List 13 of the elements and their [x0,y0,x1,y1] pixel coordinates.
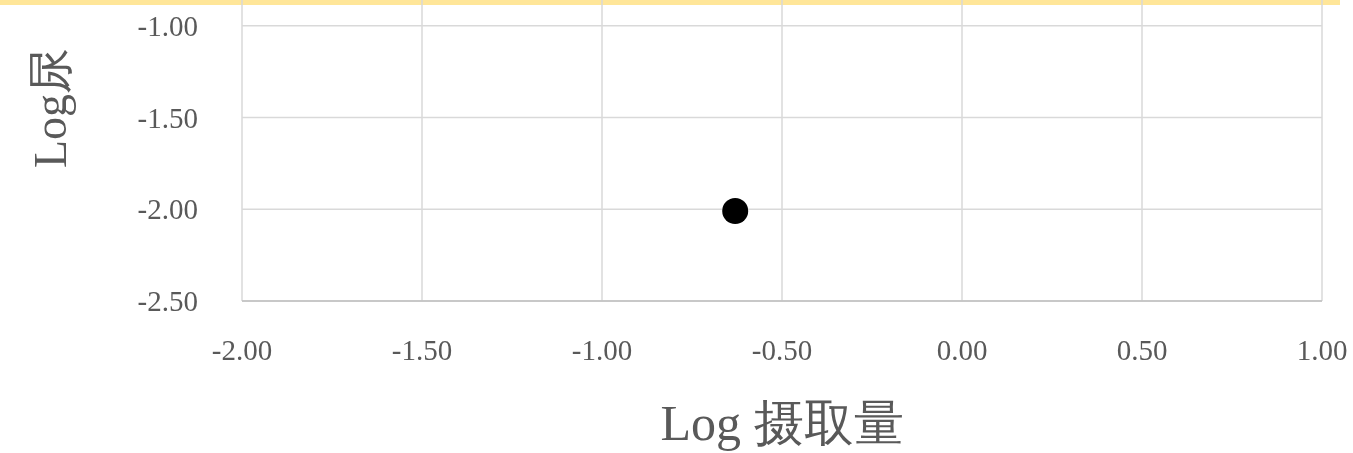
x-tick-label: 1.00 [1296,334,1348,366]
y-tick-label: -1.50 [137,101,198,134]
x-axis-title: Log 摄取量 [660,395,904,451]
y-tick-label: -2.50 [137,285,198,318]
x-tick-label: -1.00 [571,334,633,366]
x-tick-label: 0.50 [1116,334,1168,366]
x-tick-label: 0.00 [936,334,988,366]
y-tick-label: -2.00 [137,193,198,226]
y-tick-label: -1.00 [137,9,198,42]
x-tick-label: -0.50 [751,334,813,366]
y-axis-title: Log尿 [25,47,76,168]
x-tick-label: -1.50 [391,334,453,366]
x-tick-label: -2.00 [211,334,273,366]
